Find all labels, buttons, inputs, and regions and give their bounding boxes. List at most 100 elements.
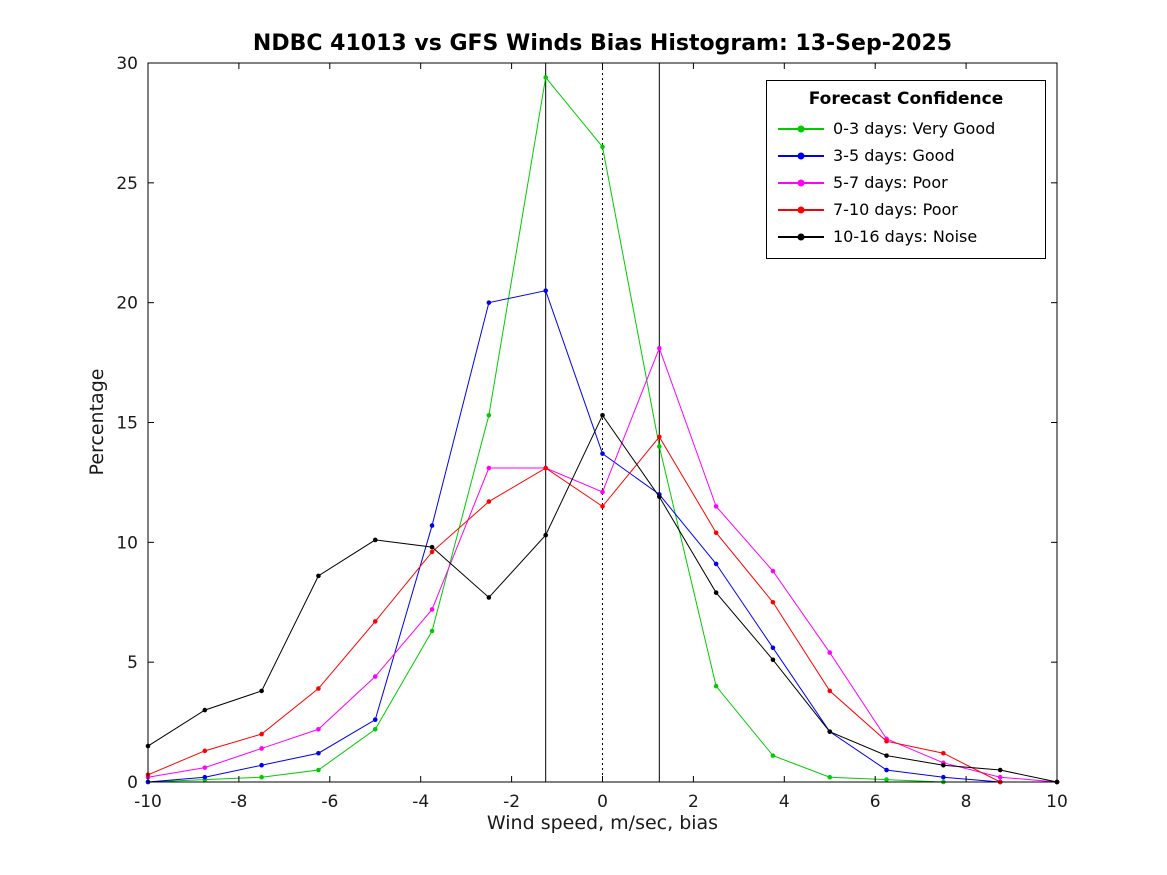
legend-line-sample [778, 125, 824, 132]
data-point [202, 707, 208, 713]
data-point [316, 686, 321, 691]
legend-entry-label: 0-3 days: Very Good [833, 119, 996, 138]
data-point [429, 607, 435, 612]
data-point [884, 753, 889, 758]
data-point [997, 774, 1003, 780]
legend-marker-dot [797, 125, 805, 132]
y-tick-label: 30 [116, 54, 138, 74]
data-point [259, 731, 264, 737]
data-point [316, 726, 321, 732]
legend-marker-dot [797, 152, 805, 159]
data-point [486, 413, 492, 418]
data-point [884, 777, 889, 782]
x-tick-label: -6 [321, 792, 338, 812]
x-axis-label: Wind speed, m/sec, bias [486, 812, 719, 834]
legend-title: Forecast Confidence [808, 89, 1004, 109]
data-point [259, 688, 264, 694]
data-point [372, 537, 378, 543]
data-point [657, 434, 662, 440]
x-tick-label: -2 [503, 792, 520, 812]
legend-entry-label: 7-10 days: Poor [833, 200, 958, 219]
data-point [827, 774, 833, 780]
data-point [713, 683, 719, 689]
data-point [997, 767, 1003, 773]
data-point [941, 774, 946, 780]
data-point [770, 753, 776, 758]
data-point [316, 573, 321, 579]
data-point [543, 532, 548, 538]
x-tick-label: 6 [870, 792, 881, 812]
legend-entry-label: 5-7 days: Poor [833, 173, 948, 192]
data-point [202, 748, 208, 754]
legend-line-sample [778, 179, 824, 186]
legend-line-sample [778, 206, 824, 213]
data-point [259, 762, 264, 768]
data-point [543, 465, 548, 471]
data-point [827, 729, 833, 734]
data-point [543, 75, 548, 80]
data-point [543, 288, 548, 293]
data-point [657, 494, 662, 500]
y-tick-label: 15 [116, 414, 138, 434]
data-point [316, 750, 321, 756]
data-point [429, 549, 435, 555]
legend-entry-label: 3-5 days: Good [833, 146, 955, 165]
data-point [827, 650, 833, 655]
data-point [713, 590, 719, 595]
y-tick-label: 0 [127, 773, 138, 793]
legend-entry: 3-5 days: Good [767, 142, 1045, 169]
legend-line-sample [778, 152, 824, 159]
y-tick-label: 25 [116, 174, 138, 194]
data-point [941, 750, 946, 756]
data-point [259, 746, 264, 751]
x-tick-label: -10 [134, 792, 162, 812]
y-axis-label: Percentage [86, 368, 108, 476]
data-point [884, 767, 889, 773]
x-tick-label: 4 [779, 792, 790, 812]
legend-entries: 0-3 days: Very Good 3-5 days: Good 5-7 day… [767, 115, 1045, 250]
data-point [316, 767, 321, 773]
data-point [372, 717, 378, 722]
y-tick-label: 5 [127, 653, 138, 673]
x-tick-label: 2 [688, 792, 699, 812]
x-tick-label: 8 [961, 792, 972, 812]
data-point [600, 504, 605, 509]
data-point [827, 688, 833, 694]
data-point [600, 413, 605, 418]
data-point [372, 726, 378, 732]
legend-marker-dot [797, 179, 805, 186]
chart-title: NDBC 41013 vs GFS Winds Bias Histogram: … [252, 31, 953, 56]
legend-entry: 0-3 days: Very Good [767, 115, 1045, 142]
x-tick-label: -8 [230, 792, 247, 812]
data-point [429, 544, 435, 550]
y-tick-label: 10 [116, 533, 138, 553]
x-tick-label: 10 [1046, 792, 1068, 812]
data-point [600, 489, 605, 495]
data-point [429, 628, 435, 634]
y-tick-label: 20 [116, 294, 138, 314]
data-point [372, 674, 378, 679]
x-tick-label: 0 [597, 792, 608, 812]
legend-marker-dot [797, 206, 805, 213]
data-point [486, 595, 492, 600]
data-point [770, 645, 776, 651]
data-point [770, 568, 776, 574]
data-point [770, 599, 776, 605]
data-point [941, 762, 946, 768]
data-point [372, 619, 378, 624]
legend-entry-label: 10-16 days: Noise [833, 227, 978, 246]
data-point [486, 300, 492, 305]
legend-entry: 5-7 days: Poor [767, 169, 1045, 196]
data-point [713, 561, 719, 567]
data-point [713, 530, 719, 536]
data-point [600, 144, 605, 150]
legend-entry: 10-16 days: Noise [767, 223, 1045, 250]
data-point [202, 765, 208, 770]
legend-entry: 7-10 days: Poor [767, 196, 1045, 223]
legend-marker-dot [797, 233, 805, 240]
legend: Forecast Confidence 0-3 days: Very Good 3… [766, 80, 1046, 259]
data-point [770, 657, 776, 663]
data-point [486, 499, 492, 504]
